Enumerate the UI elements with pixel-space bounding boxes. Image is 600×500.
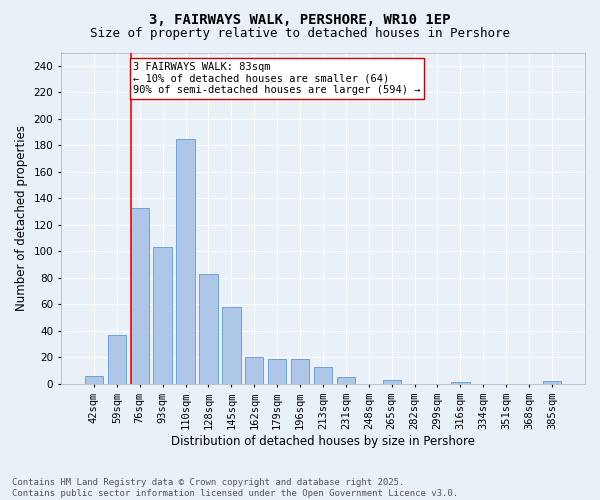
Bar (383, 380, 401, 384)
Bar (451, 382, 470, 384)
Bar (199, 274, 218, 384)
Text: Contains HM Land Registry data © Crown copyright and database right 2025.
Contai: Contains HM Land Registry data © Crown c… (12, 478, 458, 498)
Bar (107, 335, 126, 384)
Y-axis label: Number of detached properties: Number of detached properties (15, 125, 28, 311)
Bar (543, 381, 561, 384)
Text: 3 FAIRWAYS WALK: 83sqm
← 10% of detached houses are smaller (64)
90% of semi-det: 3 FAIRWAYS WALK: 83sqm ← 10% of detached… (133, 62, 421, 95)
Bar (314, 366, 332, 384)
Bar (245, 358, 263, 384)
Bar (337, 377, 355, 384)
Bar (154, 248, 172, 384)
Bar (222, 307, 241, 384)
X-axis label: Distribution of detached houses by size in Pershore: Distribution of detached houses by size … (171, 434, 475, 448)
Text: 3, FAIRWAYS WALK, PERSHORE, WR10 1EP: 3, FAIRWAYS WALK, PERSHORE, WR10 1EP (149, 12, 451, 26)
Bar (85, 376, 103, 384)
Text: Size of property relative to detached houses in Pershore: Size of property relative to detached ho… (90, 28, 510, 40)
Bar (176, 138, 195, 384)
Bar (131, 208, 149, 384)
Bar (268, 358, 286, 384)
Bar (291, 358, 309, 384)
